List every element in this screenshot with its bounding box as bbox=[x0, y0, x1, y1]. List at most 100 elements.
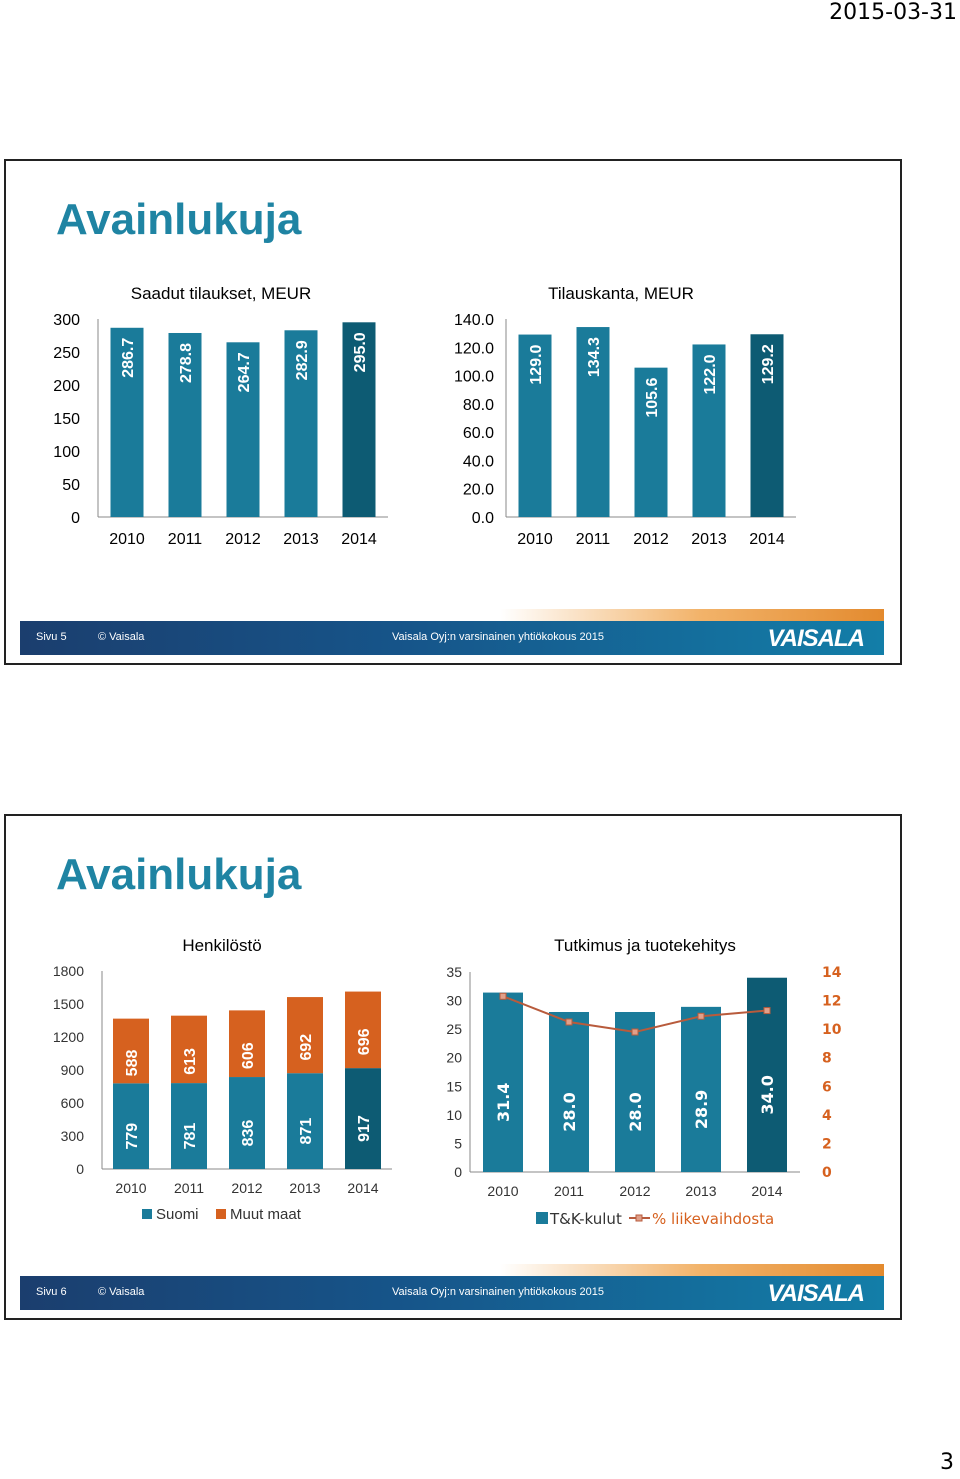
bar-value-label: 122.0 bbox=[702, 354, 719, 394]
legend-swatch-tk-kulut bbox=[536, 1212, 548, 1224]
x-tick-label: 2012 bbox=[231, 1180, 262, 1196]
bar-value-label: 692 bbox=[298, 1034, 315, 1061]
bar-value-label: 34.0 bbox=[758, 1075, 777, 1114]
bar-value-label: 264.7 bbox=[236, 352, 253, 392]
x-tick-label: 2011 bbox=[576, 531, 611, 548]
bar-value-label: 286.7 bbox=[120, 338, 137, 378]
rd-chart: Tutkimus ja tuotekehitys0510152025303502… bbox=[426, 924, 896, 1254]
y-tick-label: 15 bbox=[446, 1078, 462, 1094]
footer-bar: Sivu 5 © Vaisala Vaisala Oyj:n varsinain… bbox=[20, 621, 884, 655]
y-tick-label: 20.0 bbox=[463, 482, 494, 499]
bar-2012 bbox=[615, 1012, 655, 1172]
vaisala-logo: VAISALA bbox=[772, 1280, 864, 1306]
bar-value-label: 917 bbox=[356, 1115, 373, 1142]
bar-value-label: 129.0 bbox=[528, 344, 545, 384]
footer-page-label: Sivu 5 bbox=[36, 631, 67, 643]
bar-value-label: 105.6 bbox=[644, 378, 661, 418]
x-tick-label: 2014 bbox=[341, 531, 377, 548]
y-tick-label: 150 bbox=[53, 411, 80, 428]
legend-label: Muut maat bbox=[230, 1206, 302, 1223]
x-tick-label: 2011 bbox=[168, 531, 203, 548]
y-tick-label: 600 bbox=[61, 1095, 85, 1111]
bar-value-label: 606 bbox=[240, 1042, 257, 1069]
y-right-tick-label: 12 bbox=[822, 994, 841, 1010]
y-tick-label: 1500 bbox=[53, 996, 84, 1012]
x-tick-label: 2014 bbox=[347, 1180, 378, 1196]
bar-2013 bbox=[681, 1007, 721, 1172]
bar-value-label: 31.4 bbox=[494, 1083, 513, 1122]
legend-marker-percent bbox=[636, 1215, 642, 1221]
footer-copyright: © Vaisala bbox=[98, 631, 144, 643]
legend-swatch-muut-maat bbox=[216, 1209, 226, 1219]
y-tick-label: 0 bbox=[76, 1161, 84, 1177]
bar-value-label: 282.9 bbox=[294, 340, 311, 380]
y-tick-label: 1800 bbox=[53, 963, 84, 979]
chart-title: Tilauskanta, MEUR bbox=[548, 284, 694, 303]
y-tick-label: 25 bbox=[446, 1021, 462, 1037]
legend-label: T&K-kulut bbox=[549, 1210, 622, 1228]
bar-value-label: 871 bbox=[298, 1118, 315, 1145]
y-right-tick-label: 8 bbox=[822, 1051, 832, 1067]
line-point-2012 bbox=[632, 1029, 638, 1035]
y-right-tick-label: 4 bbox=[822, 1108, 832, 1124]
y-tick-label: 50 bbox=[62, 477, 80, 494]
bar-2010 bbox=[483, 993, 523, 1172]
y-tick-label: 60.0 bbox=[463, 425, 494, 442]
x-tick-label: 2010 bbox=[517, 531, 553, 548]
x-tick-label: 2013 bbox=[283, 531, 319, 548]
y-tick-label: 35 bbox=[446, 964, 462, 980]
bar-value-label: 836 bbox=[240, 1120, 257, 1147]
y-tick-label: 10 bbox=[446, 1107, 462, 1123]
slide-footer: Sivu 5 © Vaisala Vaisala Oyj:n varsinain… bbox=[20, 609, 884, 655]
slide-title: Avainlukuja bbox=[56, 850, 301, 900]
vaisala-logo: VAISALA bbox=[772, 625, 864, 651]
x-tick-label: 2011 bbox=[174, 1180, 204, 1196]
footer-stripe bbox=[20, 609, 884, 621]
x-tick-label: 2012 bbox=[633, 531, 669, 548]
bar-value-label: 588 bbox=[124, 1050, 141, 1077]
footer-page-label: Sivu 6 bbox=[36, 1286, 67, 1298]
order-backlog-chart: Tilauskanta, MEUR 0.0 20.0 40.0 60.0 80.0 100.… bbox=[426, 269, 826, 569]
bar-value-label: 781 bbox=[182, 1123, 199, 1150]
orders-chart: Saadut tilaukset, MEUR 0 50 100 150 200 250 300… bbox=[6, 269, 426, 569]
footer-event: Vaisala Oyj:n varsinainen yhtiökokous 20… bbox=[392, 631, 604, 643]
bar-value-label: 295.0 bbox=[352, 332, 369, 372]
x-tick-label: 2012 bbox=[225, 531, 261, 548]
slide-page-5: Avainlukuja Saadut tilaukset, MEUR 0 50 100… bbox=[4, 159, 902, 665]
legend-label: Suomi bbox=[156, 1206, 199, 1223]
bar-value-label: 134.3 bbox=[586, 337, 603, 377]
y-tick-label: 20 bbox=[446, 1050, 462, 1066]
bar-value-label: 28.0 bbox=[560, 1092, 579, 1131]
bar-2014 bbox=[747, 978, 787, 1172]
footer-copyright: © Vaisala bbox=[98, 1286, 144, 1298]
x-tick-label: 2010 bbox=[115, 1180, 146, 1196]
y-tick-label: 900 bbox=[61, 1062, 85, 1078]
y-tick-label: 80.0 bbox=[463, 397, 494, 414]
vaisala-logo-text: VAISALA bbox=[767, 625, 864, 653]
bar-value-label: 28.9 bbox=[692, 1090, 711, 1129]
page-number: 3 bbox=[940, 1450, 954, 1475]
line-point-2010 bbox=[500, 993, 506, 999]
y-right-tick-label: 6 bbox=[822, 1079, 832, 1095]
y-right-tick-label: 2 bbox=[822, 1136, 832, 1152]
y-tick-label: 250 bbox=[53, 345, 80, 362]
y-tick-label: 200 bbox=[53, 378, 80, 395]
legend-label: % liikevaihdosta bbox=[652, 1210, 774, 1228]
footer-event: Vaisala Oyj:n varsinainen yhtiökokous 20… bbox=[392, 1286, 604, 1298]
slide-footer: Sivu 6 © Vaisala Vaisala Oyj:n varsinain… bbox=[20, 1264, 884, 1310]
y-tick-label: 120.0 bbox=[454, 340, 494, 357]
y-tick-label: 300 bbox=[53, 312, 80, 329]
y-tick-label: 5 bbox=[454, 1135, 462, 1151]
x-tick-label: 2010 bbox=[487, 1183, 518, 1199]
x-tick-label: 2013 bbox=[685, 1183, 716, 1199]
y-tick-label: 100.0 bbox=[454, 369, 494, 386]
line-point-2013 bbox=[698, 1013, 704, 1019]
footer-bar: Sivu 6 © Vaisala Vaisala Oyj:n varsinain… bbox=[20, 1276, 884, 1310]
x-tick-label: 2011 bbox=[554, 1183, 584, 1199]
x-tick-label: 2012 bbox=[619, 1183, 650, 1199]
y-tick-label: 300 bbox=[61, 1128, 85, 1144]
bar-value-label: 278.8 bbox=[178, 343, 195, 383]
bar-value-label: 613 bbox=[182, 1048, 199, 1075]
document-date: 2015-03-31 bbox=[829, 0, 957, 25]
chart-title: Tutkimus ja tuotekehitys bbox=[554, 936, 736, 955]
